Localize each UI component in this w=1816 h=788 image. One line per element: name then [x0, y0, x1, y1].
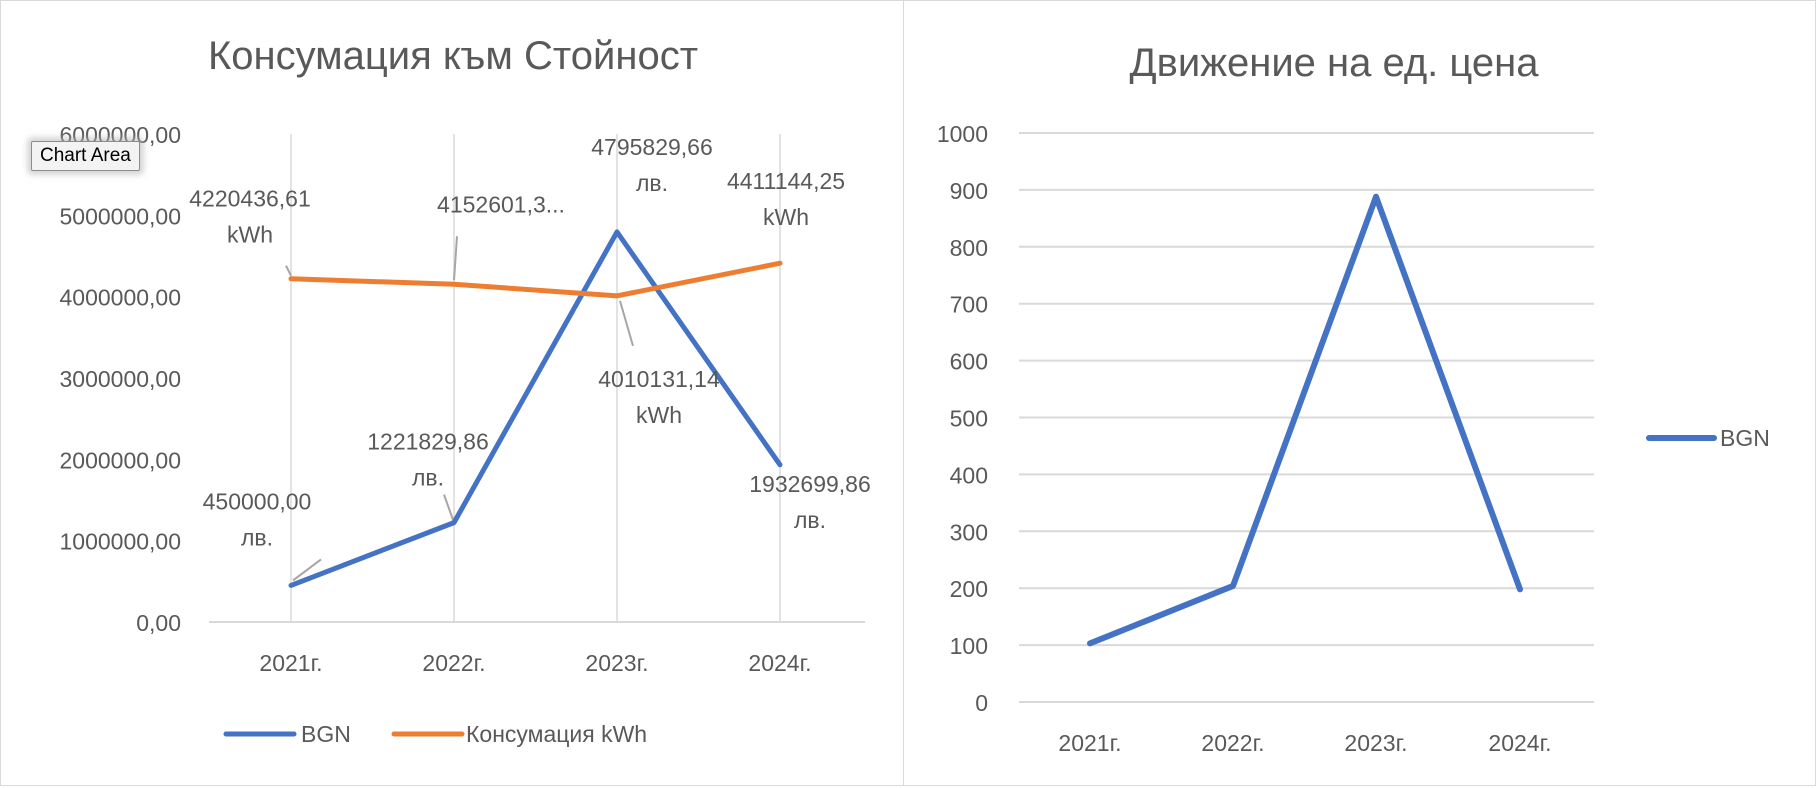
data-label-line: 4152601,3... [437, 191, 565, 217]
x-axis-labels: 2021г. 2022г. 2023г. 2024г. [1058, 730, 1551, 756]
data-label: 450000,00 лв. [203, 488, 312, 550]
series-line-консумация-kwh [288, 260, 783, 299]
data-label-line: лв. [794, 507, 826, 533]
data-label: 4411144,25 kWh [727, 168, 845, 230]
y-tick-label: 0,00 [136, 610, 181, 636]
data-label-line: 4411144,25 [727, 168, 845, 194]
data-label-line: лв. [241, 524, 273, 550]
x-tick-label: 2024г. [1488, 730, 1551, 756]
data-label-line: kWh [763, 204, 809, 230]
chart-area-right[interactable]: Движение на ед. цена 0 100 200 300 400 500 600… [903, 0, 1816, 786]
x-tick-label: 2022г. [422, 650, 485, 676]
data-label-line: 450000,00 [203, 488, 312, 514]
x-tick-label: 2023г. [1344, 730, 1407, 756]
y-tick-label: 200 [950, 576, 988, 602]
leader-line [443, 494, 455, 523]
series-lines [288, 229, 783, 588]
y-tick-label: 300 [950, 519, 988, 545]
legend-label: Консумация kWh [466, 721, 647, 747]
data-label-line: 4010131,14 [598, 366, 720, 392]
y-tick-label: 500 [950, 406, 988, 432]
y-tick-label: 800 [950, 235, 988, 261]
y-tick-label: 900 [950, 178, 988, 204]
y-tick-label: 400 [950, 462, 988, 488]
series-lines [1087, 193, 1523, 647]
y-tick-label: 0 [975, 690, 988, 716]
data-label-line: 4220436,61 [189, 186, 311, 212]
gridlines [1019, 132, 1594, 703]
y-tick-label: 100 [950, 633, 988, 659]
legend-label: BGN [1720, 425, 1770, 451]
legend: BGN [1646, 425, 1770, 451]
chart-title: Консумация към Стойност [208, 34, 698, 78]
gridlines [290, 134, 781, 622]
label-leader-lines [285, 236, 634, 582]
data-labels: 450000,00 лв.1221829,86 лв.4795829,66 лв.19… [189, 134, 871, 550]
leader-line [453, 236, 458, 281]
data-label-line: kWh [227, 222, 273, 248]
chart-title: Движение на ед. цена [1130, 41, 1540, 85]
series-line-bgn [1087, 193, 1523, 647]
y-tick-label: 4000000,00 [59, 285, 181, 311]
series-line-bgn [288, 229, 783, 588]
data-label: 4152601,3... [437, 191, 565, 217]
data-label: 4795829,66 лв. [591, 134, 713, 196]
unit-price-chart: Движение на ед. цена 0 100 200 300 400 500 600… [937, 41, 1770, 756]
data-label: 4010131,14 kWh [598, 366, 720, 428]
data-label: 4220436,61 kWh [189, 186, 311, 248]
y-tick-label: 1000 [937, 121, 988, 147]
x-tick-label: 2021г. [259, 650, 322, 676]
consumption-vs-value-chart: Консумация към Стойност 0,00 1000000,00 20… [59, 34, 871, 747]
data-label-line: kWh [636, 402, 682, 428]
x-tick-label: 2022г. [1201, 730, 1264, 756]
leader-line [285, 265, 292, 277]
legend-label: BGN [301, 721, 351, 747]
data-label-line: лв. [636, 170, 668, 196]
y-axis-labels: 0,00 1000000,00 2000000,00 3000000,00 400000… [59, 122, 181, 636]
leader-line [292, 558, 322, 582]
x-tick-label: 2023г. [585, 650, 648, 676]
chart-area-tooltip: Chart Area [31, 141, 140, 171]
data-label-line: лв. [412, 465, 444, 491]
x-axis-labels: 2021г. 2022г. 2023г. 2024г. [259, 650, 811, 676]
leader-line [619, 300, 634, 347]
y-tick-label: 600 [950, 349, 988, 375]
data-label-line: 1932699,86 [749, 471, 871, 497]
y-tick-label: 5000000,00 [59, 203, 181, 229]
legend: BGN Консумация kWh [223, 721, 647, 747]
data-label-line: 4795829,66 [591, 134, 713, 160]
data-label-line: 1221829,86 [367, 429, 489, 455]
y-tick-label: 3000000,00 [59, 366, 181, 392]
data-label: 1221829,86 лв. [367, 429, 489, 491]
y-tick-label: 700 [950, 292, 988, 318]
x-tick-label: 2024г. [748, 650, 811, 676]
data-label: 1932699,86 лв. [749, 471, 871, 533]
y-tick-label: 1000000,00 [59, 529, 181, 555]
y-tick-label: 2000000,00 [59, 447, 181, 473]
x-tick-label: 2021г. [1058, 730, 1121, 756]
chart-area-left[interactable]: Консумация към Стойност 0,00 1000000,00 20… [0, 0, 904, 786]
y-axis-labels: 0 100 200 300 400 500 600 700 800 900 1000 [937, 121, 988, 716]
